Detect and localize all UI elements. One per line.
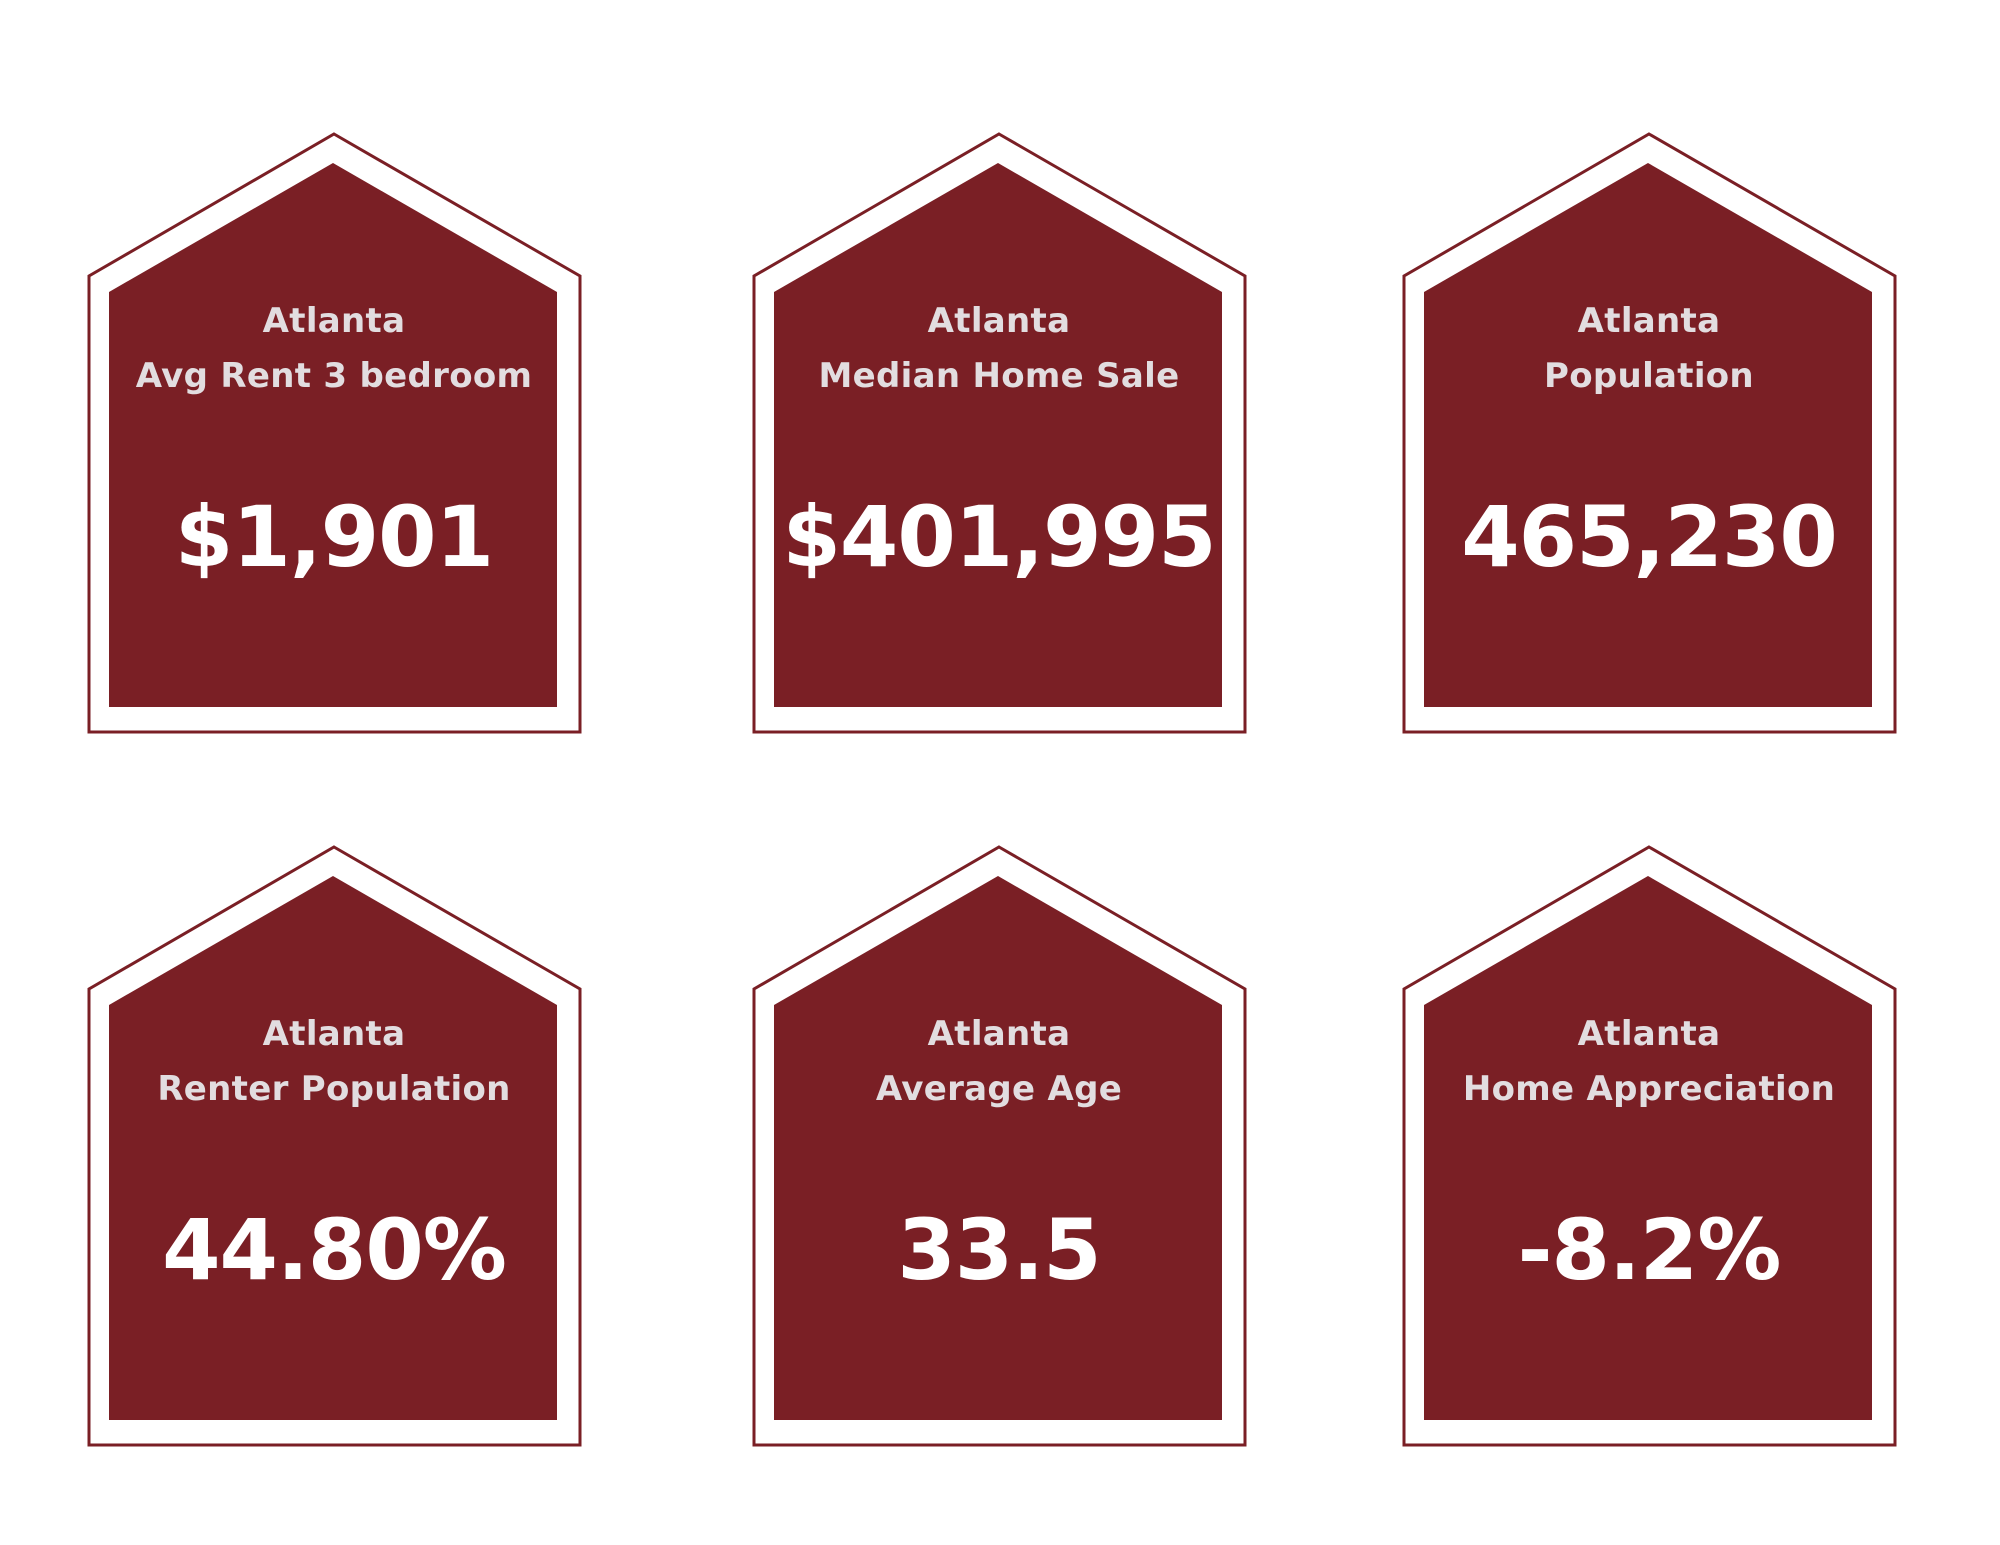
house-icon	[87, 845, 582, 1447]
stat-card-renter-population: Atlanta Renter Population 44.80%	[87, 845, 582, 1460]
stat-card-average-age: Atlanta Average Age 33.5	[752, 845, 1247, 1460]
stat-card-avg-rent: Atlanta Avg Rent 3 bedroom $1,901	[87, 132, 582, 747]
city-name: Atlanta	[927, 1014, 1071, 1054]
house-icon	[752, 132, 1247, 734]
stat-card-median-home-sale: Atlanta Median Home Sale $401,995	[752, 132, 1247, 747]
metric-name: Avg Rent 3 bedroom	[135, 356, 533, 396]
stat-value: $1,901	[174, 488, 494, 586]
stat-card-population: Atlanta Population 465,230	[1402, 132, 1897, 747]
stat-value: 44.80%	[162, 1201, 507, 1299]
city-name: Atlanta	[927, 301, 1071, 341]
metric-name: Renter Population	[157, 1069, 511, 1109]
stat-value: 465,230	[1461, 488, 1838, 586]
metric-name: Median Home Sale	[818, 356, 1180, 396]
city-name: Atlanta	[1577, 301, 1721, 341]
house-icon	[1402, 132, 1897, 734]
stat-label: Atlanta Average Age	[773, 1007, 1225, 1117]
metric-name: Average Age	[875, 1069, 1123, 1109]
metric-name: Population	[1544, 356, 1754, 396]
metric-name: Home Appreciation	[1462, 1069, 1836, 1109]
stat-value: -8.2%	[1517, 1201, 1782, 1299]
city-name: Atlanta	[262, 301, 406, 341]
city-name: Atlanta	[262, 1014, 406, 1054]
house-icon	[87, 132, 582, 734]
stat-label: Atlanta Renter Population	[108, 1007, 560, 1117]
stat-value: $401,995	[782, 488, 1216, 586]
house-icon	[752, 845, 1247, 1447]
stat-label: Atlanta Home Appreciation	[1423, 1007, 1875, 1117]
stat-label: Atlanta Avg Rent 3 bedroom	[108, 294, 560, 404]
stat-label: Atlanta Median Home Sale	[773, 294, 1225, 404]
stat-label: Atlanta Population	[1423, 294, 1875, 404]
stat-value: 33.5	[897, 1201, 1101, 1299]
house-icon	[1402, 845, 1897, 1447]
stat-card-home-appreciation: Atlanta Home Appreciation -8.2%	[1402, 845, 1897, 1460]
city-name: Atlanta	[1577, 1014, 1721, 1054]
